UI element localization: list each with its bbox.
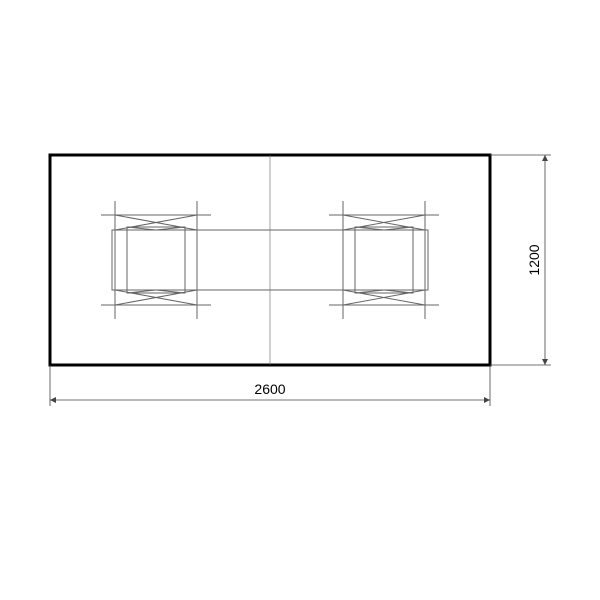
dimension-height: 1200 [490, 155, 551, 365]
footing-right [329, 201, 439, 319]
plan-drawing: 2600 1200 [0, 0, 600, 600]
dimension-width-label: 2600 [254, 381, 285, 397]
dimension-width: 2600 [50, 365, 490, 406]
footing-left [101, 201, 211, 319]
dimension-height-label: 1200 [526, 244, 542, 275]
